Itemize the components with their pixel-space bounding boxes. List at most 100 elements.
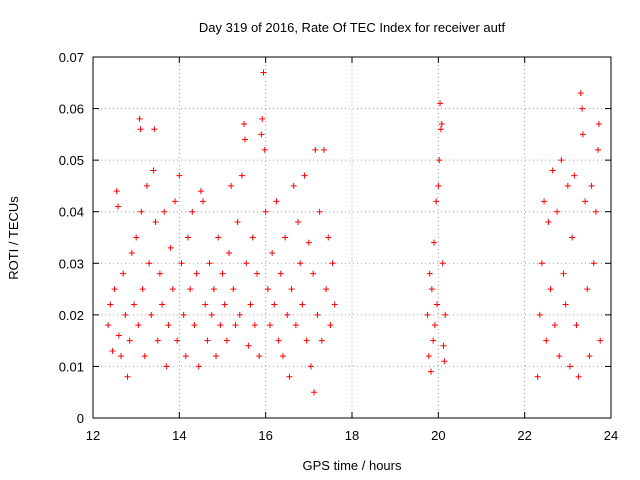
data-point [262, 208, 269, 215]
data-point [433, 198, 440, 205]
data-point [256, 353, 263, 360]
data-point [115, 203, 122, 210]
data-point [436, 157, 443, 164]
data-point [208, 311, 215, 318]
data-point [331, 301, 338, 308]
data-point [435, 182, 442, 189]
data-point [545, 219, 552, 226]
data-point [254, 270, 261, 277]
data-point [536, 311, 543, 318]
x-tick-label: 24 [604, 428, 618, 443]
data-point [167, 244, 174, 251]
data-point [327, 322, 334, 329]
data-point [547, 286, 554, 293]
data-point [295, 219, 302, 226]
data-point [437, 126, 444, 133]
data-point [558, 157, 565, 164]
data-point [586, 353, 593, 360]
data-point [126, 337, 133, 344]
data-point [273, 198, 280, 205]
data-point [316, 208, 323, 215]
data-point [178, 260, 185, 267]
data-point [243, 260, 250, 267]
data-point [434, 301, 441, 308]
data-point [111, 286, 118, 293]
data-point [571, 172, 578, 179]
data-point [141, 353, 148, 360]
data-point [595, 146, 602, 153]
data-point [442, 311, 449, 318]
data-point [241, 121, 248, 128]
data-point [584, 286, 591, 293]
data-point [124, 373, 131, 380]
data-point [554, 208, 561, 215]
data-point [191, 322, 198, 329]
data-point [279, 353, 286, 360]
data-point [245, 342, 252, 349]
data-point [588, 182, 595, 189]
ticks-layer: 12 14 16 18 20 22 24 0 0.01 0.02 0.03 0.04 0.05 0.06 0… [59, 50, 619, 443]
data-point [582, 198, 589, 205]
data-point [579, 131, 586, 138]
data-point [440, 342, 447, 349]
data-point [189, 208, 196, 215]
data-point [438, 121, 445, 128]
data-point [305, 239, 312, 246]
data-point [135, 322, 142, 329]
data-point [426, 270, 433, 277]
data-point [161, 208, 168, 215]
data-point [143, 182, 150, 189]
data-point [323, 286, 330, 293]
data-point [261, 146, 268, 153]
data-point [213, 353, 220, 360]
data-point [299, 301, 306, 308]
data-point [307, 363, 314, 370]
data-point [292, 322, 299, 329]
data-point [312, 146, 319, 153]
data-point [314, 311, 321, 318]
data-point [297, 260, 304, 267]
data-point [184, 234, 191, 241]
data-point [441, 358, 448, 365]
data-point [187, 286, 194, 293]
data-point [431, 239, 438, 246]
data-point [592, 208, 599, 215]
data-point [569, 234, 576, 241]
x-tick-label: 20 [431, 428, 445, 443]
data-point [329, 260, 336, 267]
data-point [219, 270, 226, 277]
data-point [202, 301, 209, 308]
data-point [431, 322, 438, 329]
data-point [156, 270, 163, 277]
data-point [228, 182, 235, 189]
data-point [325, 234, 332, 241]
y-tick-label: 0 [77, 411, 84, 426]
data-point [301, 172, 308, 179]
data-point [152, 219, 159, 226]
data-point [146, 260, 153, 267]
y-axis-label: ROTI / TECUs [6, 196, 21, 280]
data-point [200, 198, 207, 205]
data-point [311, 389, 318, 396]
data-point [427, 368, 434, 375]
data-point [150, 167, 157, 174]
data-point [597, 337, 604, 344]
grid-layer [93, 57, 611, 418]
data-point [579, 105, 586, 112]
data-point [169, 286, 176, 293]
data-point [137, 126, 144, 133]
data-point [538, 260, 545, 267]
data-point [543, 337, 550, 344]
data-point [109, 347, 116, 354]
y-tick-label: 0.07 [59, 50, 84, 65]
data-point [264, 286, 271, 293]
data-point [180, 311, 187, 318]
data-point [288, 286, 295, 293]
data-point [258, 131, 265, 138]
data-point [115, 332, 122, 339]
data-point [425, 353, 432, 360]
data-point [290, 182, 297, 189]
data-point [128, 249, 135, 256]
data-point [275, 337, 282, 344]
